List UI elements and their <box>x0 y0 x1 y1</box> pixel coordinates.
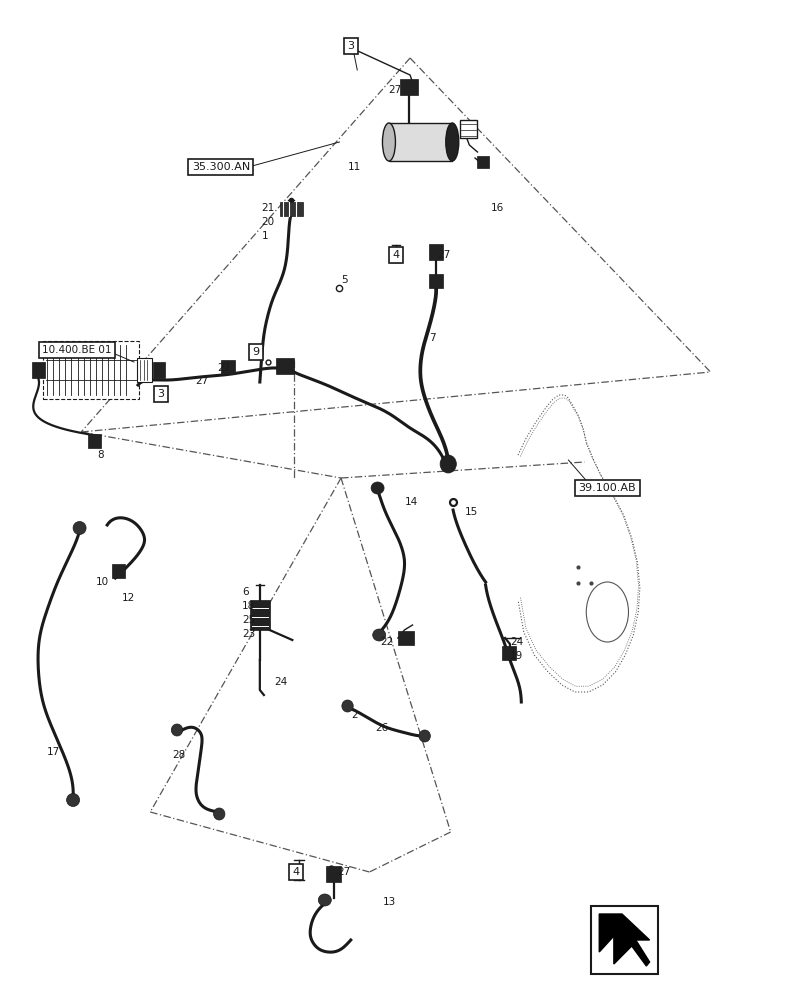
Ellipse shape <box>318 894 331 906</box>
Text: 6: 6 <box>242 587 248 597</box>
Text: 4: 4 <box>293 867 299 877</box>
Ellipse shape <box>371 482 384 494</box>
Bar <box>459 120 477 138</box>
Text: 15: 15 <box>464 507 477 517</box>
Text: 24: 24 <box>509 637 522 647</box>
Text: 10: 10 <box>96 577 109 587</box>
Text: 23: 23 <box>242 629 255 639</box>
Text: 35.300.AN: 35.300.AN <box>191 162 250 172</box>
Text: 27: 27 <box>195 376 208 386</box>
Text: 27: 27 <box>436 250 449 260</box>
Bar <box>32 362 45 378</box>
Text: 39.100.AB: 39.100.AB <box>578 483 635 493</box>
Ellipse shape <box>67 794 79 806</box>
Bar <box>477 156 488 168</box>
Text: 1: 1 <box>261 231 268 241</box>
Text: 9: 9 <box>252 347 259 357</box>
Ellipse shape <box>73 522 86 534</box>
Ellipse shape <box>440 455 456 473</box>
Bar <box>276 358 294 374</box>
Text: 7: 7 <box>428 333 435 343</box>
Bar <box>43 341 139 399</box>
Ellipse shape <box>372 629 385 641</box>
Ellipse shape <box>171 724 182 736</box>
Bar <box>280 202 303 216</box>
Text: 27: 27 <box>217 363 230 373</box>
Text: 5: 5 <box>341 275 347 285</box>
Bar <box>388 123 452 161</box>
Text: 3: 3 <box>157 389 164 399</box>
Ellipse shape <box>445 123 458 161</box>
Text: 4: 4 <box>393 250 399 260</box>
Text: 24: 24 <box>274 677 287 687</box>
Text: 27: 27 <box>388 85 401 95</box>
Ellipse shape <box>213 808 225 820</box>
Bar <box>400 79 418 95</box>
Text: 16: 16 <box>491 203 504 213</box>
Text: 13: 13 <box>383 897 396 907</box>
Bar <box>326 866 341 882</box>
Text: 19: 19 <box>509 651 522 661</box>
Text: 20: 20 <box>261 217 274 227</box>
Polygon shape <box>599 914 649 966</box>
Bar <box>428 274 443 288</box>
Text: 28: 28 <box>172 750 185 760</box>
Text: 17: 17 <box>47 747 60 757</box>
Ellipse shape <box>418 730 430 742</box>
Text: 3: 3 <box>347 41 354 51</box>
Text: 8: 8 <box>97 450 104 460</box>
Text: 25: 25 <box>242 615 255 625</box>
Text: 10.400.BE 01: 10.400.BE 01 <box>42 345 112 355</box>
Text: 14: 14 <box>404 497 417 507</box>
Bar <box>137 358 152 382</box>
Text: 11: 11 <box>347 162 360 172</box>
Bar <box>221 360 235 374</box>
Bar <box>250 600 269 630</box>
Ellipse shape <box>341 700 353 712</box>
Bar <box>397 631 414 645</box>
Bar <box>501 646 516 660</box>
Bar <box>88 434 101 448</box>
Text: 22: 22 <box>380 637 393 647</box>
Text: 21: 21 <box>261 203 274 213</box>
Bar <box>590 906 657 974</box>
Bar <box>153 362 165 378</box>
Text: 27: 27 <box>337 867 350 877</box>
Text: 2: 2 <box>350 710 357 720</box>
Text: 26: 26 <box>375 723 388 733</box>
Ellipse shape <box>382 123 395 161</box>
Bar <box>428 244 443 260</box>
Ellipse shape <box>586 582 628 642</box>
Bar <box>112 564 125 578</box>
Text: 18: 18 <box>242 601 255 611</box>
Text: 12: 12 <box>122 593 135 603</box>
